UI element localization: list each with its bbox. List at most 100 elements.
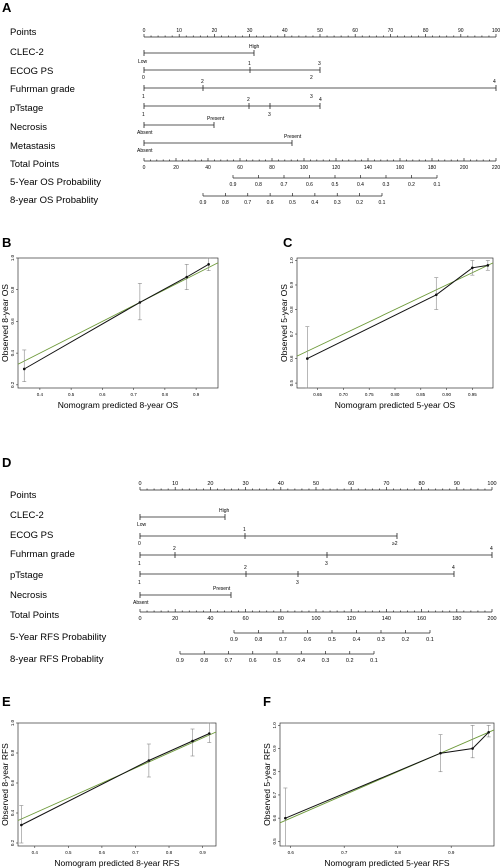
os-row-label-necrosis: Necrosis (10, 122, 47, 133)
scale-tick-label: 200 (487, 616, 496, 622)
scale-tick-label: 0.6 (306, 182, 313, 188)
scale-tick-label: 50 (317, 28, 323, 34)
y-tick-label: 0.8 (10, 749, 15, 756)
x-axis-label: Nomogram predicted 5-year RFS (324, 858, 450, 868)
os-row-label-metastasis: Metastasis (10, 141, 56, 152)
x-tick-label: 0.75 (365, 392, 374, 397)
scale-tick-label: 10 (172, 481, 178, 487)
plot-frame (279, 722, 495, 847)
scale-tick-label: 0.7 (279, 637, 287, 643)
rfs-ptstage-1: 1 (138, 580, 141, 586)
data-point (20, 823, 23, 827)
x-tick-label: 0.7 (132, 850, 139, 855)
os-metastasis-absent: Absent (137, 148, 153, 154)
x-tick-label: 0.8 (162, 392, 169, 397)
rfs-row-label-total: Total Points (10, 610, 59, 621)
os-ecog-2: 2 (310, 75, 313, 81)
scale-tick-label: 0.8 (255, 637, 263, 643)
y-tick-label: 0.8 (10, 286, 15, 293)
x-tick-label: 0.9 (448, 850, 455, 855)
observed-line (307, 264, 488, 360)
scale-tick-label: 0.5 (328, 637, 336, 643)
os-row-label-clec2: CLEC-2 (10, 47, 44, 58)
rfs-fuhrman-4: 4 (490, 546, 493, 552)
x-axis-label: Nomogram predicted 8-year OS (58, 400, 179, 410)
scale-tick-label: 0 (143, 28, 146, 34)
x-tick-label: 0.8 (166, 850, 173, 855)
x-tick-label: 0.70 (339, 392, 348, 397)
scale-tick-label: 180 (428, 165, 437, 171)
scale-tick-label: 60 (348, 481, 354, 487)
rfs-ecog-2: ≥2 (392, 541, 398, 547)
scale-tick-label: 100 (492, 28, 500, 34)
y-tick-label: 0.2 (10, 381, 15, 388)
x-axis-label: Nomogram predicted 5-year OS (335, 400, 456, 410)
os-clec2-low: Low (138, 59, 148, 65)
rfs-points-ticks: 0 10 20 30 40 50 60 70 80 90 100 (138, 481, 497, 490)
rfs-row-label-clec2: CLEC-2 (10, 510, 44, 521)
os-row-label-ecog: ECOG PS (10, 66, 53, 77)
rfs8-ticks: 0.9 0.8 0.7 0.6 0.5 0.4 0.3 0.2 0.1 (176, 651, 378, 664)
scale-tick-label: 0.5 (273, 658, 281, 664)
scale-tick-label: 180 (452, 616, 461, 622)
scale-tick-label: 0 (138, 481, 141, 487)
x-tick-label: 0.85 (416, 392, 425, 397)
scale-tick-label: 0.2 (356, 200, 363, 206)
scale-tick-label: 0.1 (434, 182, 441, 188)
os-row-label-os8: 8-year OS Probablity (10, 195, 98, 206)
scale-tick-label: 80 (269, 165, 275, 171)
panel-label-e: E (2, 694, 11, 709)
scale-tick-label: 40 (278, 481, 284, 487)
scale-tick-label: 0.4 (353, 637, 361, 643)
y-tick-label: 0.4 (10, 809, 15, 816)
x-tick-label: 0.6 (99, 850, 106, 855)
os-ptstage-3: 3 (268, 112, 271, 118)
rfs-row-label-ecog: ECOG PS (10, 530, 53, 541)
scale-tick-label: 0.4 (297, 658, 305, 664)
scale-tick-label: 80 (419, 481, 425, 487)
scale-tick-label: 0.3 (377, 637, 385, 643)
data-point (471, 266, 474, 270)
scale-tick-label: 140 (364, 165, 373, 171)
os-ecog-0: 0 (142, 75, 145, 81)
data-point (486, 264, 490, 267)
scale-tick-label: 80 (423, 28, 429, 34)
os-fuhrman-1: 1 (142, 94, 145, 100)
x-tick-label: 0.90 (442, 392, 451, 397)
scale-tick-label: 120 (332, 165, 341, 171)
rfs-necrosis-present: Present (213, 586, 231, 592)
x-tick-label: 0.4 (32, 850, 39, 855)
scale-tick-label: 0.1 (370, 658, 378, 664)
scale-tick-label: 120 (347, 616, 356, 622)
os-ecog-1: 1 (248, 61, 251, 67)
y-tick-label: 0.9 (289, 281, 294, 288)
scale-tick-label: 10 (176, 28, 182, 34)
y-axis-label: Observed 5-year OS (279, 284, 289, 362)
rfs-necrosis-absent: Absent (133, 600, 149, 606)
y-tick-label: 0.2 (10, 839, 15, 846)
os-total-ticks: 0 20 40 60 80 100 120 140 160 180 200 220 (143, 158, 500, 171)
data-point (434, 293, 438, 297)
rfs-ptstage-2: 2 (244, 565, 247, 571)
scale-tick-label: 100 (300, 165, 309, 171)
scale-tick-label: 90 (454, 481, 460, 487)
rfs-fuhrman-1: 1 (138, 561, 141, 567)
nomogram-os: Points CLEC-2 ECOG PS Fuhrman grade pTst… (10, 27, 500, 206)
rfs-ecog-1: 1 (243, 527, 246, 533)
scale-tick-label: 160 (396, 165, 405, 171)
rfs-fuhrman-3: 3 (325, 561, 328, 567)
y-tick-label: 0.9 (272, 745, 277, 752)
scale-tick-label: 30 (247, 28, 253, 34)
rfs-clec2-low: Low (137, 522, 147, 528)
scale-tick-label: 0.1 (426, 637, 434, 643)
scale-tick-label: 90 (458, 28, 464, 34)
panel-label-f: F (263, 694, 271, 709)
scale-tick-label: 50 (313, 481, 319, 487)
calibration-plot-c: 0.65 0.70 0.75 0.80 0.85 0.90 0.95 0.5 0.6 0.7 0.8… (279, 257, 494, 410)
os-row-label-ptstage: pTstage (10, 103, 43, 114)
os-clec2-high: High (249, 44, 260, 50)
rfs-ptstage-3: 3 (296, 580, 299, 586)
scale-tick-label: 0.8 (255, 182, 262, 188)
scale-tick-label: 40 (205, 165, 211, 171)
